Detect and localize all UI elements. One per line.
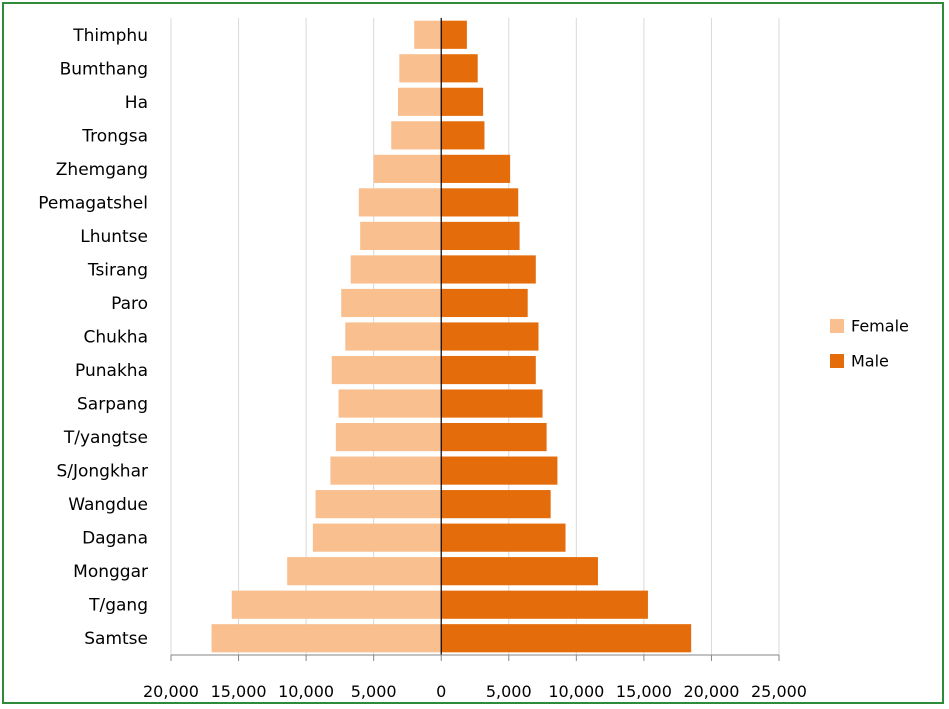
- female-bar-tsirang: [350, 255, 442, 284]
- x-tick-label: 15,000: [616, 682, 672, 701]
- female-legend-label: Female: [851, 317, 909, 336]
- category-label: Trongsa: [81, 126, 148, 146]
- male-bar-punakha: [441, 355, 536, 385]
- female-legend-swatch: [830, 319, 844, 333]
- male-bar-thimphu: [441, 20, 467, 49]
- female-bar-lhuntse: [360, 221, 442, 251]
- female-bar-wangdue: [315, 490, 442, 519]
- female-bar-trongsa: [391, 121, 442, 150]
- category-label: Lhuntse: [80, 227, 148, 247]
- male-bar-s-jongkhar: [441, 456, 558, 485]
- male-bar-sarpang: [441, 389, 543, 418]
- category-label: Zhemgang: [56, 160, 148, 180]
- category-label: Bumthang: [60, 59, 148, 79]
- male-bar-bumthang: [441, 54, 478, 83]
- male-bar-trongsa: [441, 121, 485, 150]
- category-label: Pemagatshel: [38, 193, 148, 213]
- x-tick-label: 25,000: [751, 682, 807, 701]
- male-bar-ha: [441, 87, 484, 116]
- x-tick-label: 20,000: [143, 682, 199, 701]
- category-label: Tsirang: [87, 260, 148, 280]
- category-label: Thimphu: [72, 26, 148, 46]
- axes: [170, 18, 780, 661]
- female-bar-zhemgang: [373, 154, 442, 183]
- male-legend-label: Male: [851, 352, 889, 371]
- x-tick-label: 5,000: [351, 682, 397, 701]
- female-bar-ha: [397, 87, 442, 116]
- female-bar-t-yangtse: [335, 422, 442, 452]
- female-bar-punakha: [331, 355, 442, 385]
- category-label: S/Jongkhar: [56, 462, 148, 482]
- male-bar-tsirang: [441, 255, 536, 284]
- male-bar-lhuntse: [441, 221, 520, 251]
- male-legend-swatch: [830, 354, 844, 368]
- male-bar-t-yangtse: [441, 422, 547, 452]
- category-label: T/gang: [88, 596, 148, 616]
- female-bar-thimphu: [414, 20, 442, 49]
- male-bar-t-gang: [441, 590, 648, 619]
- female-bar-s-jongkhar: [330, 456, 442, 485]
- male-bar-samtse: [441, 624, 692, 653]
- male-bar-dagana: [441, 523, 566, 552]
- female-bar-monggar: [287, 557, 442, 586]
- female-bar-pemagatshel: [358, 188, 442, 217]
- labels: 20,000 15,000 10,000 5,000 0 5,000 10,000 15,00…: [38, 26, 807, 701]
- female-bar-chukha: [345, 322, 442, 351]
- gridlines: [170, 18, 780, 655]
- legend: Female Male: [830, 317, 909, 371]
- male-bar-pemagatshel: [441, 188, 519, 217]
- x-tick-label: 20,000: [683, 682, 739, 701]
- male-bar-chukha: [441, 322, 539, 351]
- female-bar-sarpang: [338, 389, 442, 418]
- x-tick-label: 5,000: [486, 682, 532, 701]
- bars: [211, 20, 692, 653]
- category-label: Sarpang: [77, 395, 148, 415]
- x-tick-label: 10,000: [278, 682, 334, 701]
- category-label: Paro: [111, 294, 148, 314]
- female-bar-dagana: [312, 523, 442, 552]
- male-bar-wangdue: [441, 490, 551, 519]
- category-label: Punakha: [75, 361, 148, 381]
- category-label: Ha: [125, 93, 148, 113]
- category-label: Wangdue: [68, 495, 148, 515]
- female-bar-samtse: [211, 624, 442, 653]
- category-label: T/yangtse: [63, 428, 148, 448]
- x-tick-label: 10,000: [548, 682, 604, 701]
- male-bar-paro: [441, 288, 528, 318]
- female-bar-t-gang: [231, 590, 442, 619]
- female-bar-bumthang: [399, 54, 442, 83]
- x-tick-label: 15,000: [211, 682, 267, 701]
- x-tick-label: 0: [436, 682, 446, 701]
- male-bar-zhemgang: [441, 154, 511, 183]
- male-bar-monggar: [441, 557, 598, 586]
- category-label: Dagana: [82, 529, 148, 549]
- category-label: Monggar: [73, 562, 148, 582]
- female-bar-paro: [341, 288, 442, 318]
- category-label: Samtse: [84, 629, 148, 649]
- category-label: Chukha: [84, 328, 148, 348]
